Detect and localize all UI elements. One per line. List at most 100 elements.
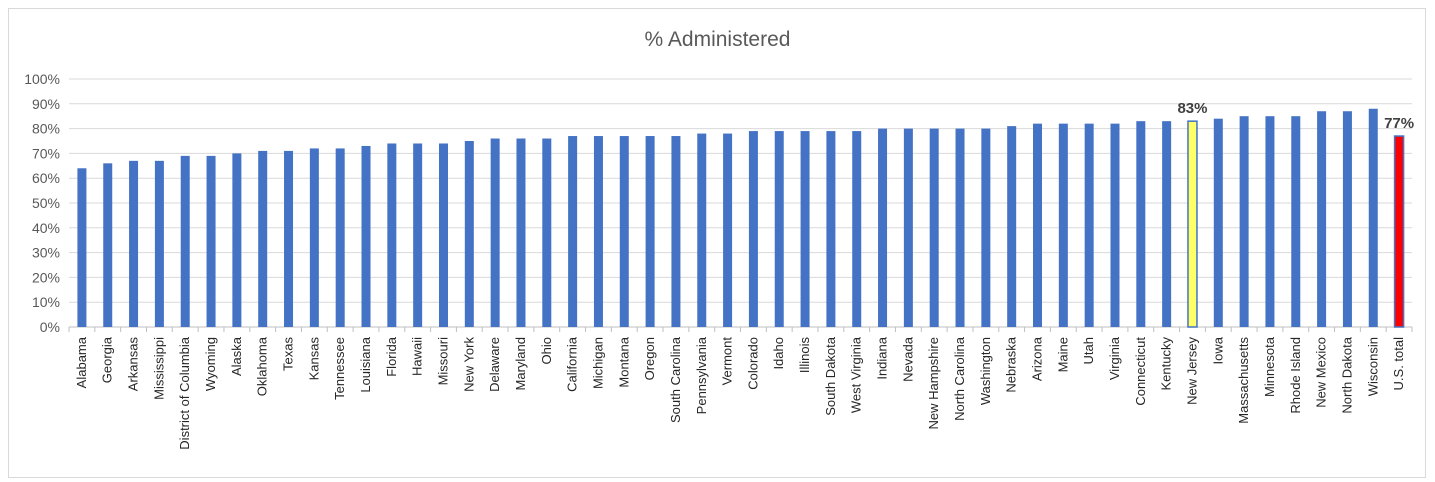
bar-missouri: [438, 143, 448, 327]
x-category-label: Oklahoma: [255, 336, 270, 396]
x-category-label: Kansas: [306, 337, 321, 381]
x-category-label: Nevada: [900, 336, 915, 382]
bar-louisiana: [361, 145, 371, 327]
bar-north-carolina: [955, 128, 965, 327]
data-label: 77%: [1384, 115, 1414, 132]
x-category-label: Arizona: [1030, 336, 1045, 381]
bar-delaware: [490, 138, 500, 327]
bar-florida: [387, 143, 397, 327]
x-category-label: Vermont: [720, 337, 735, 386]
x-category-label: Indiana: [875, 336, 890, 379]
bar-new-jersey: [1187, 120, 1198, 328]
x-category-label: South Carolina: [668, 336, 683, 423]
x-category-label: Connecticut: [1133, 337, 1148, 406]
x-category-label: Georgia: [100, 336, 115, 383]
bar-maine: [1058, 123, 1068, 327]
y-tick-label: 0%: [40, 319, 60, 335]
bar-district-of-columbia: [180, 155, 190, 327]
y-tick-label: 50%: [32, 195, 60, 211]
x-category-label: Kentucky: [1159, 337, 1174, 391]
x-category-label: North Dakota: [1339, 336, 1354, 413]
bar-south-carolina: [671, 136, 681, 327]
x-category-label: New Mexico: [1314, 337, 1329, 408]
bar-iowa: [1213, 118, 1223, 328]
x-category-label: Massachusetts: [1236, 337, 1251, 424]
x-category-label: Montana: [616, 336, 631, 387]
bar-arkansas: [129, 160, 139, 327]
x-category-label: New Jersey: [1184, 337, 1199, 405]
bar-ohio: [542, 138, 552, 327]
bar-nevada: [903, 128, 913, 327]
x-category-label: District of Columbia: [177, 336, 192, 449]
x-category-label: South Dakota: [823, 336, 838, 416]
bar-georgia: [103, 163, 113, 327]
bar-idaho: [774, 131, 784, 327]
bar-arizona: [1033, 123, 1043, 327]
x-category-label: Louisiana: [358, 336, 373, 392]
bar-maryland: [516, 138, 526, 327]
x-category-label: North Carolina: [952, 336, 967, 421]
bar-north-dakota: [1342, 111, 1352, 328]
x-category-label: Maryland: [513, 337, 528, 390]
bar-new-mexico: [1317, 111, 1327, 328]
bar-oklahoma: [258, 150, 268, 327]
bar-wisconsin: [1368, 108, 1378, 327]
x-category-label: Delaware: [487, 337, 502, 392]
bar-kentucky: [1162, 121, 1172, 327]
x-category-label: West Virginia: [849, 336, 864, 413]
x-category-label: Pennsylvania: [694, 336, 709, 414]
bar-illinois: [800, 131, 810, 327]
x-category-label: Alabama: [74, 336, 89, 388]
bar-new-york: [464, 141, 474, 327]
y-tick-label: 90%: [32, 96, 60, 112]
x-category-label: Florida: [384, 336, 399, 377]
bar-nebraska: [1007, 126, 1017, 328]
x-category-label: U.S. total: [1391, 337, 1406, 391]
bar-california: [568, 136, 578, 327]
x-category-label: Illinois: [797, 337, 812, 374]
y-tick-label: 80%: [32, 121, 60, 137]
bar-kansas: [309, 148, 319, 327]
bar-virginia: [1110, 123, 1120, 327]
x-category-label: Utah: [1081, 337, 1096, 364]
bar-west-virginia: [852, 131, 862, 327]
bar-washington: [981, 128, 991, 327]
y-tick-label: 30%: [32, 245, 60, 261]
bar-mississippi: [154, 160, 164, 327]
y-tick-label: 40%: [32, 220, 60, 236]
data-label: 83%: [1177, 100, 1207, 117]
y-tick-label: 60%: [32, 170, 60, 186]
bar-massachusetts: [1239, 116, 1249, 327]
bar-connecticut: [1136, 121, 1146, 327]
bar-colorado: [748, 131, 758, 327]
x-category-label: Minnesota: [1262, 336, 1277, 397]
bar-pennsylvania: [697, 133, 707, 327]
x-category-label: Virginia: [1107, 336, 1122, 380]
bar-vermont: [723, 133, 733, 327]
x-category-label: Oregon: [642, 337, 657, 380]
x-category-label: Nebraska: [1004, 336, 1019, 392]
x-category-label: Tennessee: [332, 337, 347, 400]
bar-utah: [1084, 123, 1094, 327]
x-category-label: Rhode Island: [1288, 337, 1303, 414]
x-category-label: California: [565, 336, 580, 392]
y-tick-label: 70%: [32, 145, 60, 161]
x-category-label: Colorado: [745, 337, 760, 390]
bar-rhode-island: [1291, 116, 1301, 327]
x-category-label: Hawaii: [410, 337, 425, 376]
x-category-label: Idaho: [771, 337, 786, 370]
bar-hawaii: [413, 143, 423, 327]
bar-u-s-total: [1393, 135, 1405, 328]
y-tick-label: 100%: [24, 71, 60, 87]
x-category-label: Maine: [1055, 337, 1070, 372]
x-category-label: Arkansas: [126, 337, 141, 392]
chart-title: % Administered: [644, 28, 791, 51]
bar-south-dakota: [826, 131, 836, 327]
x-category-label: Wisconsin: [1365, 337, 1380, 396]
x-category-label: Missouri: [435, 337, 450, 386]
bar-michigan: [593, 136, 603, 327]
x-category-label: Michigan: [590, 337, 605, 389]
bar-alabama: [77, 168, 87, 327]
x-category-label: Ohio: [539, 337, 554, 364]
